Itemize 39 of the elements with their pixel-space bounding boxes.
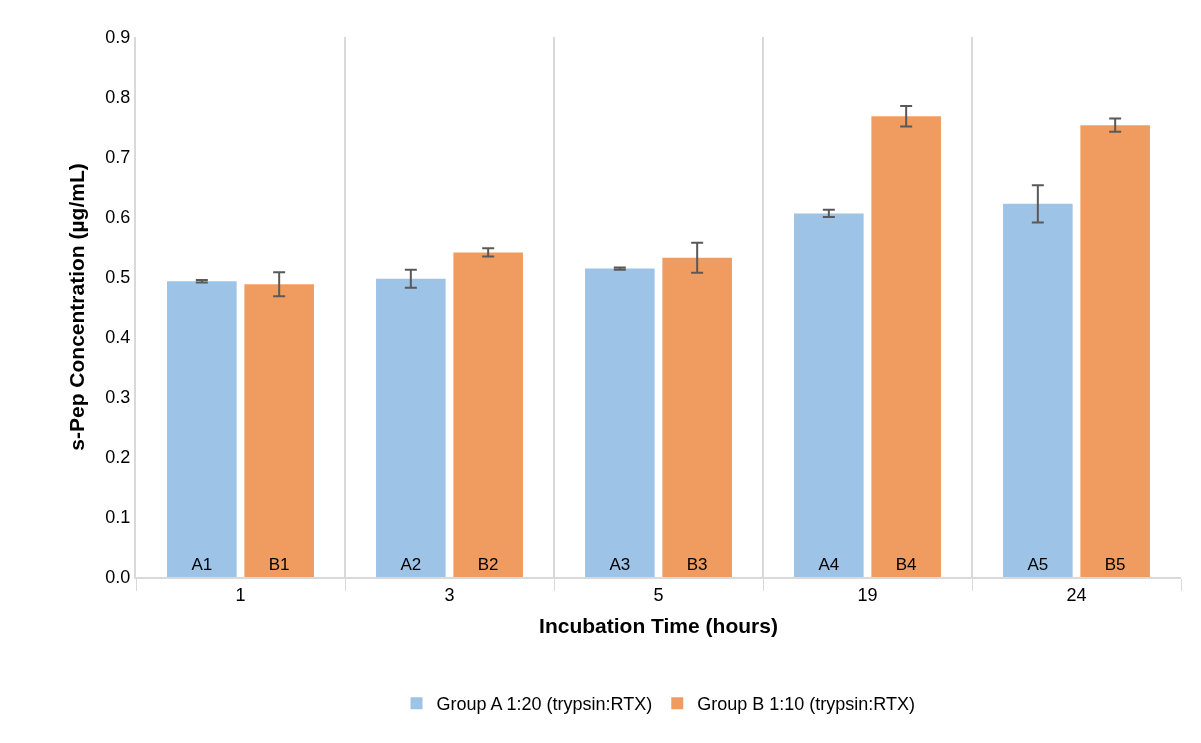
bar	[244, 284, 314, 577]
x-axis-title: Incubation Time (hours)	[539, 614, 778, 638]
bar	[662, 257, 732, 577]
y-axis-title: s-Pep Concentration (µg/mL)	[65, 163, 89, 451]
data-label: A3	[609, 555, 631, 574]
bar	[1003, 203, 1073, 577]
bar	[1080, 125, 1150, 577]
data-label: B2	[477, 555, 499, 574]
y-tick-label: 0.4	[105, 327, 131, 348]
y-tick-label: 0.8	[105, 87, 131, 108]
y-tick-label: 0.1	[105, 507, 131, 528]
x-tick-label: 3	[444, 584, 455, 605]
x-tick-label: 5	[653, 584, 664, 605]
bar	[871, 116, 941, 577]
data-label: A1	[191, 555, 213, 574]
data-label: B1	[268, 555, 290, 574]
y-tick-label: 0.6	[105, 207, 131, 228]
y-tick-label: 0.7	[105, 147, 131, 168]
bar	[376, 278, 446, 577]
data-label: B5	[1104, 555, 1126, 574]
bar	[585, 268, 655, 577]
text: 0.0	[105, 567, 131, 588]
x-tick-label: 19	[857, 584, 878, 605]
bar	[167, 281, 237, 577]
x-tick-label: 24	[1066, 584, 1087, 605]
y-tick-label: 0.3	[105, 387, 131, 408]
x-tick-label: 1	[235, 584, 246, 605]
legend-label: Group B 1:10 (trypsin:RTX)	[697, 694, 916, 715]
data-label: B4	[895, 555, 917, 574]
data-label: A2	[400, 555, 422, 574]
bar	[453, 252, 523, 577]
y-tick-label: 0.5	[105, 267, 131, 288]
y-tick-label: 0.9	[105, 27, 131, 48]
data-label: B3	[686, 555, 708, 574]
legend-label: Group A 1:20 (trypsin:RTX)	[436, 694, 653, 715]
data-label: A5	[1027, 555, 1049, 574]
y-tick-label: 0.2	[105, 447, 131, 468]
data-label: A4	[818, 555, 840, 574]
bar	[794, 213, 864, 577]
